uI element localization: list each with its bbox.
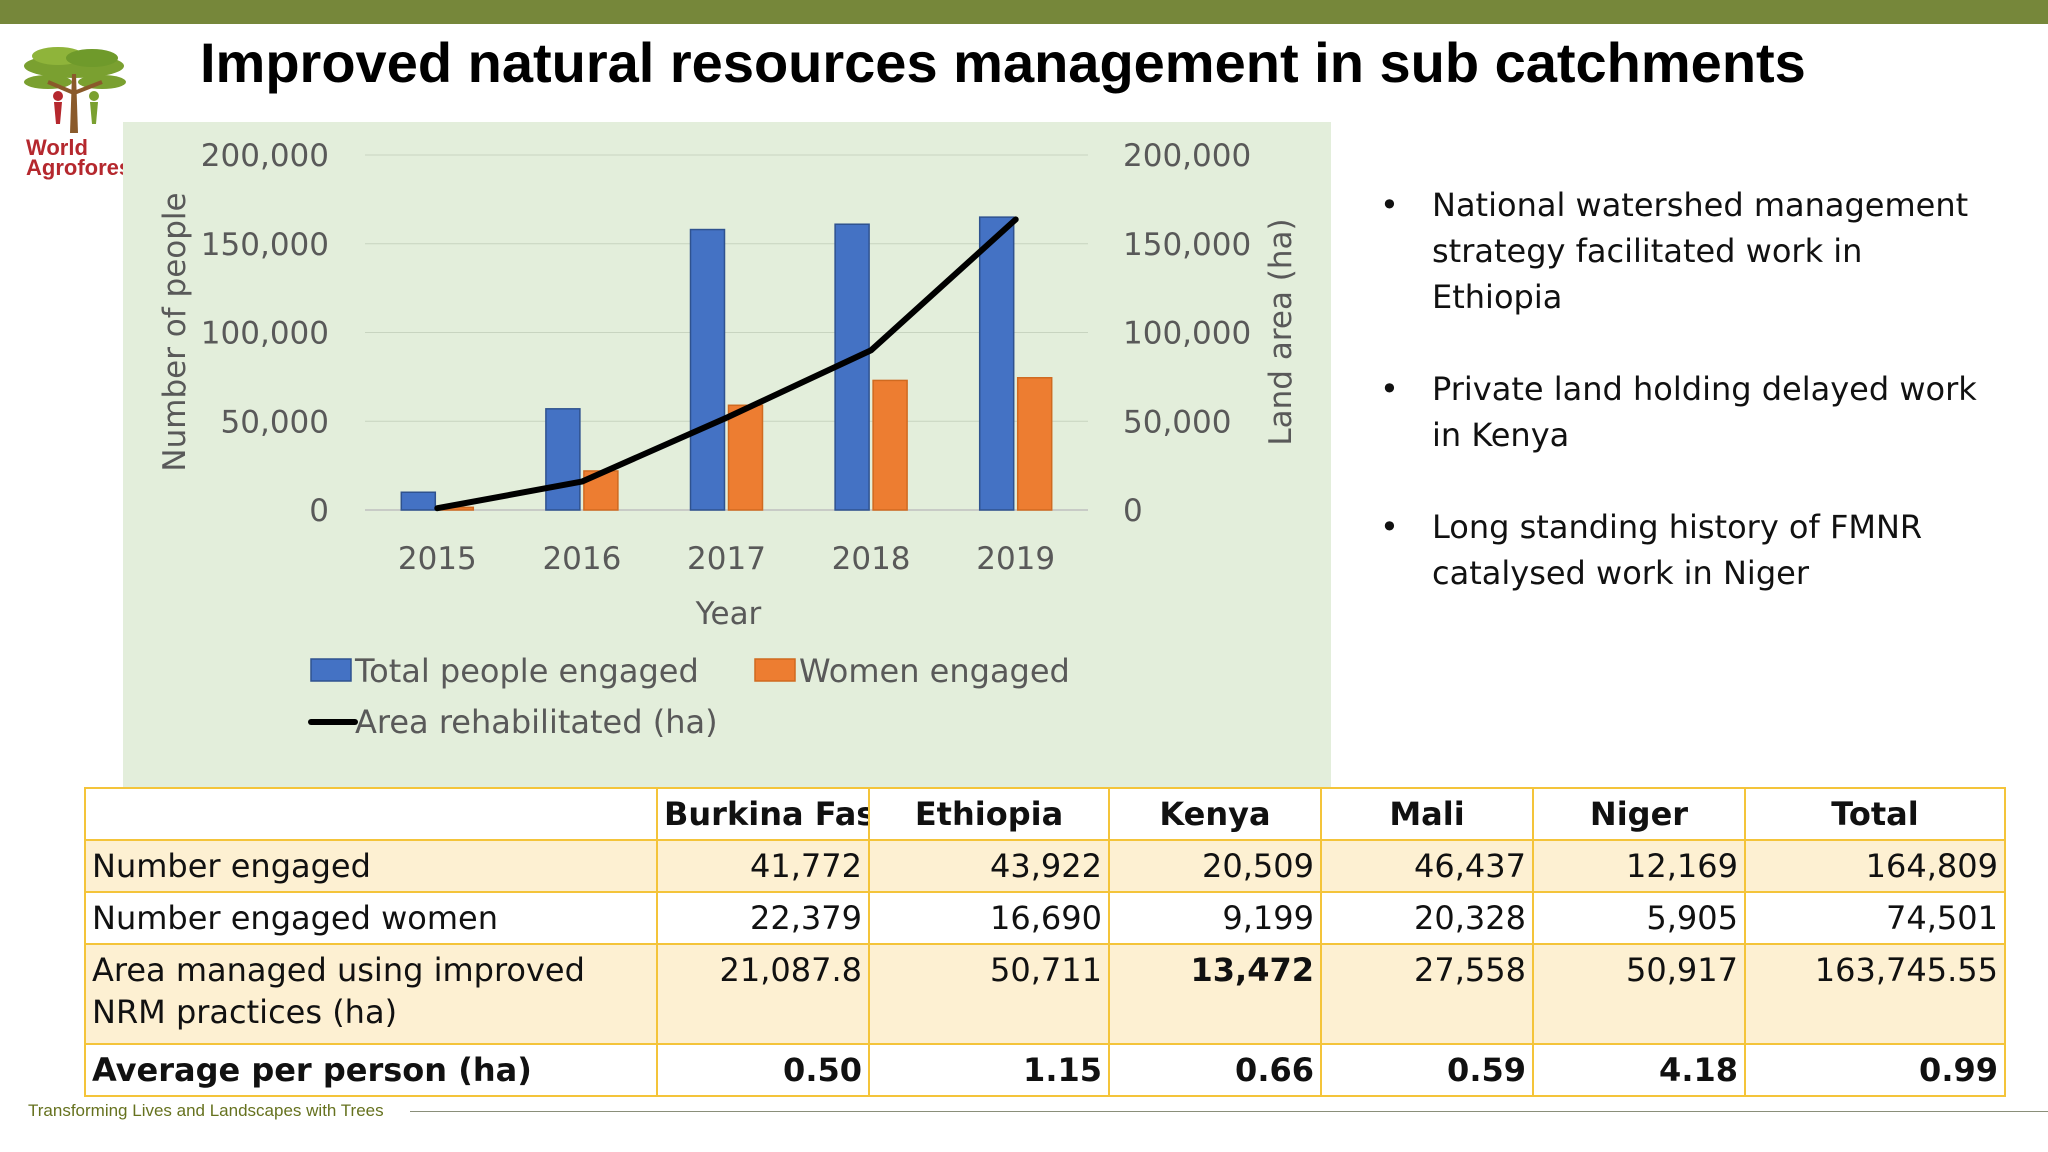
y-tick-label: 200,000: [201, 138, 329, 174]
y-axis-title: Number of people: [157, 192, 193, 471]
bullet-text: Long standing history of FMNR catalysed …: [1432, 508, 1923, 592]
table-cell: 20,328: [1320, 891, 1534, 945]
bar-total-people: [978, 216, 1015, 511]
footer-divider: [410, 1111, 2048, 1112]
row-label: Number engaged women: [84, 891, 658, 945]
y2-tick-label: 50,000: [1123, 404, 1231, 440]
y2-tick-label: 200,000: [1123, 138, 1251, 174]
slide-title: Improved natural resources management in…: [200, 31, 1806, 94]
world-agroforestry-logo: World Agrofores: [18, 38, 130, 188]
table-header-cell: Burkina Faso: [656, 787, 870, 841]
y2-tick-label: 150,000: [1123, 227, 1251, 263]
logo-line-2: Agrofores: [26, 155, 130, 180]
table-cell: 5,905: [1532, 891, 1746, 945]
table-cell: 22,379: [656, 891, 870, 945]
bullet-item: • Long standing history of FMNR catalyse…: [1380, 504, 2000, 596]
top-accent-bar: [0, 0, 2048, 24]
table-cell: 27,558: [1320, 943, 1534, 1045]
line-area-rehabilitated: [434, 216, 1019, 512]
bullet-item: • National watershed management strategy…: [1380, 182, 2000, 320]
bullet-text: National watershed management strategy f…: [1432, 186, 1969, 316]
table-cell: 50,917: [1532, 943, 1746, 1045]
logo-wordmark: World Agrofores: [26, 135, 130, 180]
table-cell: 41,772: [656, 839, 870, 893]
tree-logo-icon: [24, 47, 126, 133]
chart-line: [434, 216, 1019, 512]
y2-tick-label: 100,000: [1123, 316, 1251, 352]
bar-women: [872, 379, 908, 511]
table-cell: 46,437: [1320, 839, 1534, 893]
chart-axes: 0 0 50,000 50,000 100,000 100,000 150,000 150,0…: [157, 138, 1299, 632]
y-tick-label: 0: [309, 493, 329, 529]
table-row: Number engaged 41,772 43,922 20,509 46,4…: [84, 839, 2006, 893]
x-tick-label: 2017: [687, 541, 766, 577]
footer-tagline: Transforming Lives and Landscapes with T…: [28, 1101, 384, 1120]
table-header-cell: Niger: [1532, 787, 1746, 841]
table-header-cell: Kenya: [1108, 787, 1322, 841]
row-label: Area managed using improved NRM practice…: [84, 943, 658, 1045]
table-cell: 164,809: [1744, 839, 2006, 893]
table-cell: 163,745.55: [1744, 943, 2006, 1045]
table-cell: 0.66: [1108, 1043, 1322, 1097]
table-cell: 16,690: [868, 891, 1110, 945]
chart-bars: [400, 216, 1053, 511]
table-header-cell: Ethiopia: [868, 787, 1110, 841]
y2-axis-title: Land area (ha): [1263, 218, 1299, 445]
table-cell: 0.59: [1320, 1043, 1534, 1097]
table-cell: 1.15: [868, 1043, 1110, 1097]
table-cell: 43,922: [868, 839, 1110, 893]
table-header-row: Burkina Faso Ethiopia Kenya Mali Niger T…: [84, 787, 2006, 841]
bullet-text: Private land holding delayed work in Ken…: [1432, 370, 1977, 454]
legend-swatch: [310, 658, 352, 682]
chart-legend: Total people engaged Women engaged Area re…: [308, 652, 1070, 741]
row-label: Number engaged: [84, 839, 658, 893]
table-cell: 74,501: [1744, 891, 2006, 945]
table-cell: 20,509: [1108, 839, 1322, 893]
table-header-cell: Mali: [1320, 787, 1534, 841]
x-tick-label: 2019: [976, 541, 1055, 577]
table-cell: 9,199: [1108, 891, 1322, 945]
bar-women: [727, 404, 764, 511]
bar-total-people: [545, 408, 581, 511]
bullet-dot: •: [1380, 370, 1399, 408]
table-row: Number engaged women 22,379 16,690 9,199…: [84, 891, 2006, 945]
table-cell: 12,169: [1532, 839, 1746, 893]
table-row: Area managed using improved NRM practice…: [84, 943, 2006, 1045]
bullet-dot: •: [1380, 186, 1399, 224]
bullet-item: • Private land holding delayed work in K…: [1380, 366, 2000, 458]
bullet-list: • National watershed management strategy…: [1380, 182, 2000, 642]
table-header-cell: Total: [1744, 787, 2006, 841]
legend-label: Area rehabilitated (ha): [355, 703, 718, 741]
y-tick-label: 100,000: [201, 316, 329, 352]
logo-line-1: World: [26, 135, 88, 160]
x-tick-label: 2018: [832, 541, 911, 577]
table-cell: 21,087.8: [656, 943, 870, 1045]
table-cell: 0.99: [1744, 1043, 2006, 1097]
combo-chart: 0 0 50,000 50,000 100,000 100,000 150,000 150,0…: [157, 138, 1299, 741]
bar-total-people: [689, 228, 726, 511]
legend-label: Total people engaged: [354, 652, 699, 690]
legend-label: Women engaged: [799, 652, 1070, 690]
y-tick-label: 150,000: [201, 227, 329, 263]
y2-tick-label: 0: [1123, 493, 1143, 529]
legend-swatch: [754, 658, 796, 682]
table-cell: 0.50: [656, 1043, 870, 1097]
bullet-dot: •: [1380, 508, 1399, 546]
table-cell: 4.18: [1532, 1043, 1746, 1097]
x-axis-title: Year: [695, 596, 762, 632]
x-tick-label: 2015: [398, 541, 477, 577]
table-row: Average per person (ha) 0.50 1.15 0.66 0…: [84, 1043, 2006, 1097]
y-tick-label: 50,000: [221, 404, 329, 440]
chart-gridlines: [365, 154, 1088, 511]
table-cell-highlight: 13,472: [1108, 943, 1322, 1045]
bar-women: [1016, 377, 1053, 511]
country-data-table: Burkina Faso Ethiopia Kenya Mali Niger T…: [84, 787, 2006, 1097]
table-cell: 50,711: [868, 943, 1110, 1045]
bar-total-people: [400, 491, 437, 511]
x-tick-label: 2016: [542, 541, 621, 577]
row-label: Average per person (ha): [84, 1043, 658, 1097]
table-header-cell: [84, 787, 658, 841]
